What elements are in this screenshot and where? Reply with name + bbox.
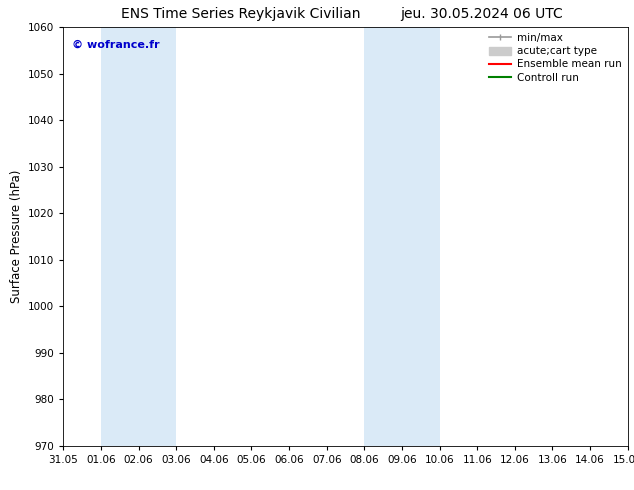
Text: jeu. 30.05.2024 06 UTC: jeu. 30.05.2024 06 UTC (401, 7, 563, 22)
Bar (101, 27, 176, 446)
Text: ENS Time Series Reykjavik Civilian: ENS Time Series Reykjavik Civilian (121, 7, 361, 22)
Bar (628, 27, 634, 446)
Bar (365, 27, 439, 446)
Y-axis label: Surface Pressure (hPa): Surface Pressure (hPa) (10, 170, 23, 303)
Text: © wofrance.fr: © wofrance.fr (72, 40, 160, 49)
Legend: min/max, acute;cart type, Ensemble mean run, Controll run: min/max, acute;cart type, Ensemble mean … (484, 29, 626, 87)
